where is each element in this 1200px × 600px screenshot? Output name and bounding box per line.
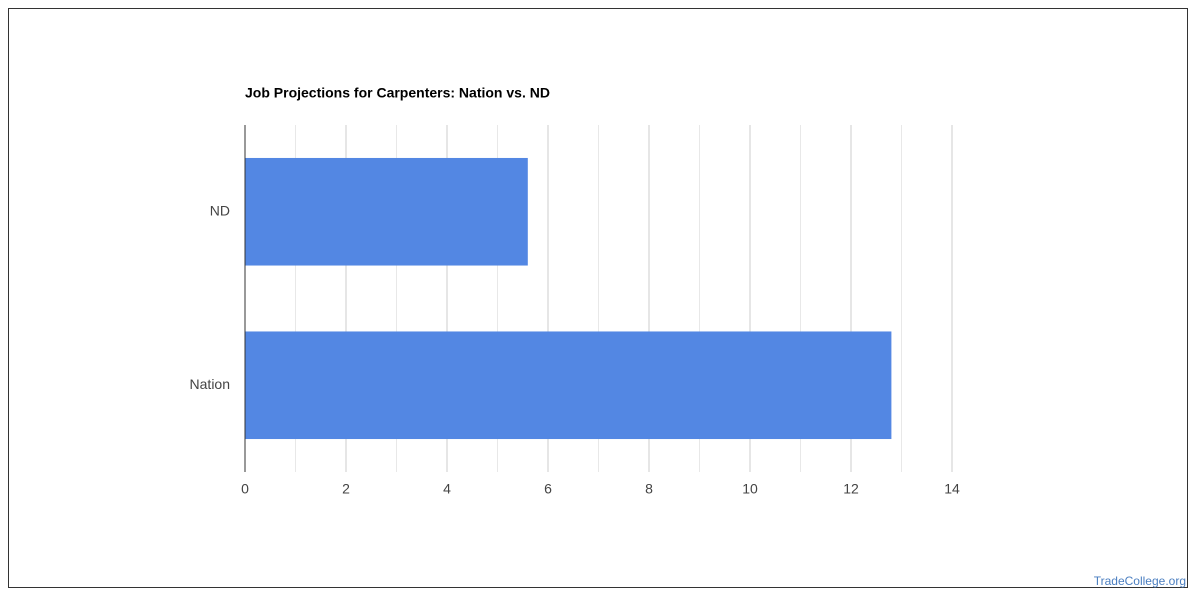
y-tick-label: ND [210,202,230,218]
x-tick-label: 4 [443,481,451,497]
watermark[interactable]: TradeCollege.org [1093,574,1186,588]
x-tick-label: 2 [342,481,350,497]
x-tick-label: 12 [843,481,859,497]
x-tick-label: 14 [944,481,960,497]
bar [245,157,528,266]
x-tick-label: 8 [645,481,653,497]
frame [8,8,1188,588]
x-tick-label: 0 [241,481,249,497]
x-tick-label: 10 [742,481,758,497]
bar [245,331,892,440]
chart-title: Job Projections for Carpenters: Nation v… [245,85,550,101]
y-tick-label: Nation [190,376,230,392]
x-tick-label: 6 [544,481,552,497]
